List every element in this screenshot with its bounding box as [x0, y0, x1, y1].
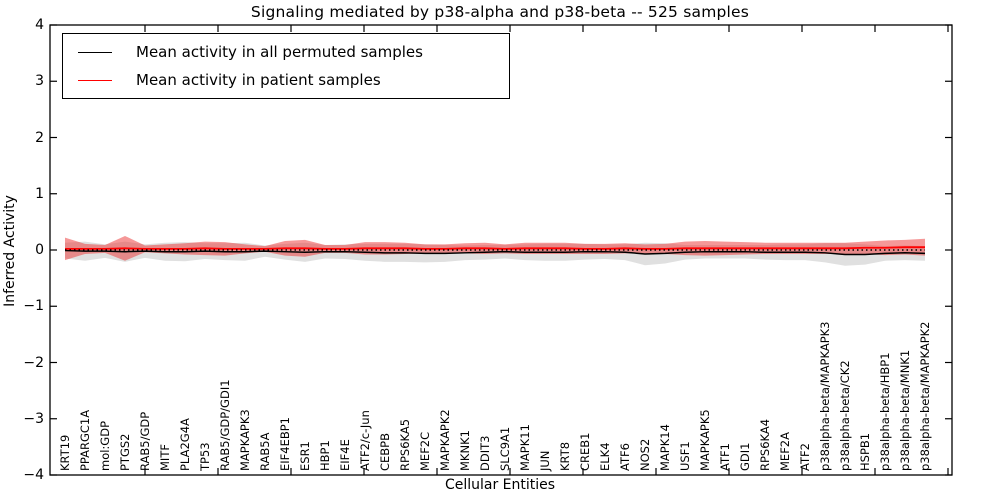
x-category-label: MAPKAPK2 [437, 409, 452, 471]
x-category-label: ELK4 [597, 442, 612, 471]
x-category-label: RAB5/GDP/GDI1 [217, 379, 232, 471]
x-category-label: HBP1 [317, 440, 332, 471]
chart-title: Signaling mediated by p38-alpha and p38-… [250, 3, 750, 21]
x-category-label: GDI1 [737, 442, 752, 471]
patient-mean-line [65, 246, 925, 250]
x-category-label: KRT19 [57, 434, 72, 471]
x-category-label: MAPKAPK5 [697, 409, 712, 471]
x-category-label: PTGS2 [117, 433, 132, 472]
x-category-label: EIF4E [337, 439, 352, 471]
x-category-label: KRT8 [557, 441, 572, 471]
x-category-label: MEF2C [417, 431, 432, 471]
x-category-label: mol:GDP [97, 420, 112, 471]
x-category-label: ATF1 [717, 443, 732, 471]
x-category-label: p38alpha-beta/MAPKAPK2 [917, 321, 932, 472]
x-category-label: MAPK14 [657, 424, 672, 471]
x-category-label: HSPB1 [857, 432, 872, 471]
y-tick-label: 4 [35, 17, 44, 33]
x-category-label: RPS6KA4 [757, 418, 772, 471]
legend-item-patient: Mean activity in patient samples [63, 71, 509, 89]
x-category-label: RAB5A [257, 432, 272, 471]
x-category-label: DDIT3 [477, 435, 492, 471]
x-category-label: PLA2G4A [177, 418, 192, 471]
legend-item-permuted: Mean activity in all permuted samples [63, 43, 509, 61]
y-tick-label: −1 [23, 298, 44, 315]
y-tick-label: −3 [23, 410, 44, 427]
y-tick-label: 0 [35, 242, 44, 258]
x-category-label: RAB5/GDP [137, 411, 152, 471]
x-axis-label: Cellular Entities [444, 477, 556, 493]
legend: Mean activity in all permuted samples Me… [62, 33, 510, 99]
y-tick-label: 2 [35, 129, 44, 146]
x-category-label: MITF [157, 444, 172, 471]
x-category-label: NOS2 [637, 438, 652, 471]
x-category-label: PPARGC1A [77, 409, 92, 471]
x-category-label: p38alpha-beta/MAPKAPK3 [817, 321, 832, 472]
y-tick-label: −2 [23, 354, 44, 371]
x-category-label: p38alpha-beta/MNK1 [897, 349, 912, 471]
legend-label: Mean activity in all permuted samples [136, 43, 423, 61]
x-category-label: MEF2A [777, 432, 792, 471]
x-category-label: ESR1 [297, 441, 312, 471]
x-category-label: SLC9A1 [497, 426, 512, 471]
y-tick-label: 1 [35, 185, 44, 202]
x-category-label: MKNK1 [457, 430, 472, 471]
x-category-label: USF1 [677, 441, 692, 471]
x-category-label: CEBPB [377, 432, 392, 471]
y-tick-label: 3 [35, 73, 44, 90]
x-category-label: EIF4EBP1 [277, 417, 292, 471]
x-category-label: MAPK11 [517, 424, 532, 471]
permuted-line-swatch [78, 51, 112, 53]
permuted-mean-line [64, 249, 926, 256]
x-category-label: MAPKAPK3 [237, 409, 252, 471]
x-category-label: TP53 [197, 442, 212, 471]
x-category-label: ATF6 [617, 443, 632, 471]
x-category-label: ATF2 [797, 443, 812, 471]
x-category-label: ATF2/c-Jun [357, 410, 372, 471]
legend-label: Mean activity in patient samples [136, 71, 381, 89]
x-category-label: CREB1 [577, 432, 592, 472]
y-tick-label: −4 [23, 467, 44, 483]
x-category-label: p38alpha-beta/HBP1 [877, 352, 892, 471]
x-category-label: JUN [537, 450, 552, 471]
x-category-label: RPS6KA5 [397, 418, 412, 471]
patient-line-swatch [78, 79, 112, 81]
x-category-label: p38alpha-beta/CK2 [837, 360, 852, 471]
